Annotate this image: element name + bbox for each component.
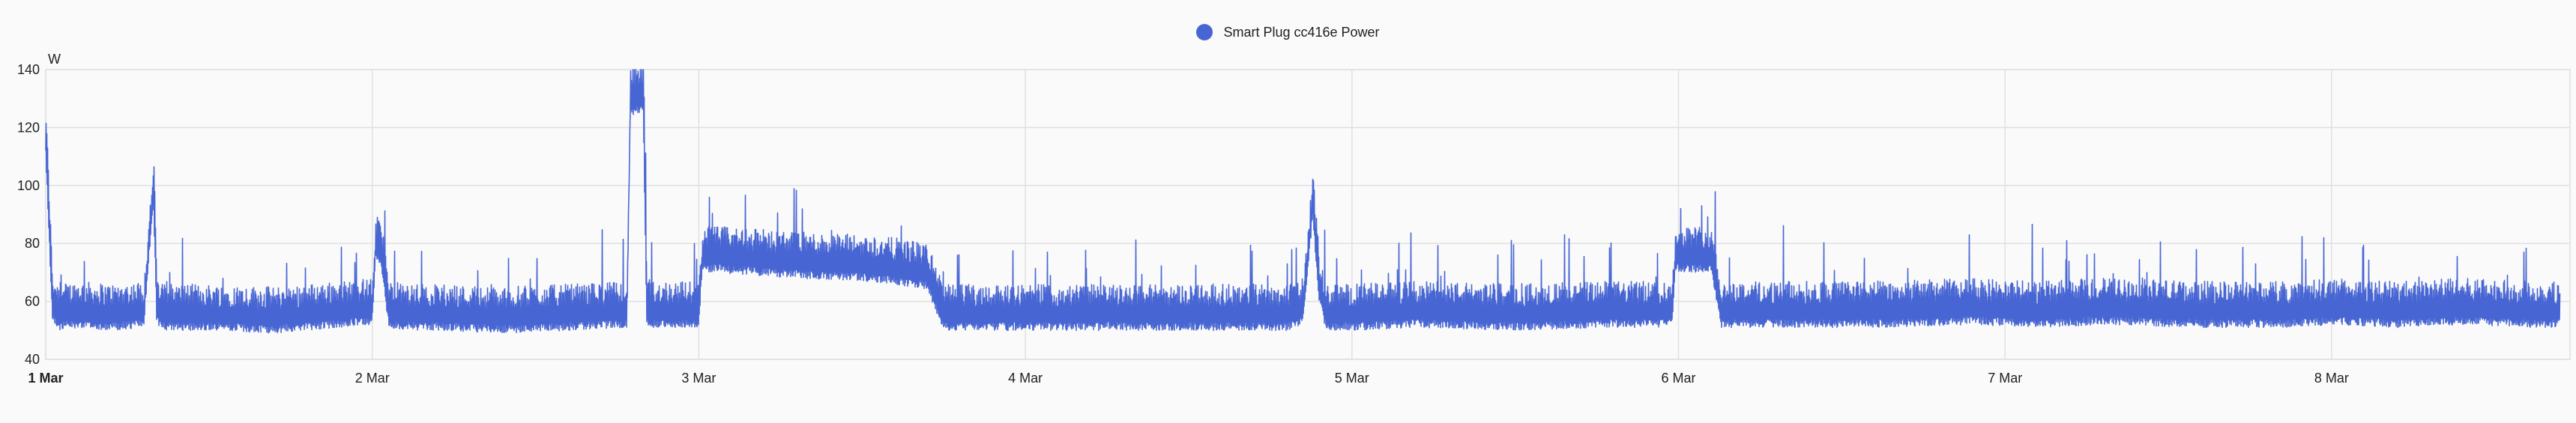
x-tick-label: 7 Mar: [1988, 371, 2022, 386]
series-line-0: [45, 69, 2561, 334]
y-axis-ticks: 40 60 80 100 120 140: [17, 62, 40, 367]
legend-label: Smart Plug cc416e Power: [1223, 24, 1380, 40]
x-tick-label: 4 Mar: [1008, 371, 1043, 386]
y-tick-label: 80: [25, 236, 40, 251]
x-tick-label: 3 Mar: [681, 371, 716, 386]
chart-legend[interactable]: Smart Plug cc416e Power: [0, 21, 2576, 43]
y-axis-unit: W: [48, 52, 61, 67]
legend-swatch: [1196, 24, 1213, 40]
x-tick-label: 2 Mar: [355, 371, 390, 386]
x-tick-label: 1 Mar: [28, 371, 63, 386]
series-layer: [45, 69, 2561, 334]
x-axis-ticks: 1 Mar 2 Mar 3 Mar 4 Mar 5 Mar 6 Mar 7 Mar 8 Mar: [28, 371, 2348, 386]
y-tick-label: 120: [17, 120, 40, 135]
y-tick-label: 140: [17, 62, 40, 77]
y-tick-label: 40: [25, 352, 40, 367]
x-tick-label: 6 Mar: [1661, 371, 1695, 386]
y-tick-label: 100: [17, 178, 40, 193]
x-tick-label: 8 Mar: [2314, 371, 2349, 386]
y-tick-label: 60: [25, 294, 40, 309]
x-tick-label: 5 Mar: [1335, 371, 1369, 386]
